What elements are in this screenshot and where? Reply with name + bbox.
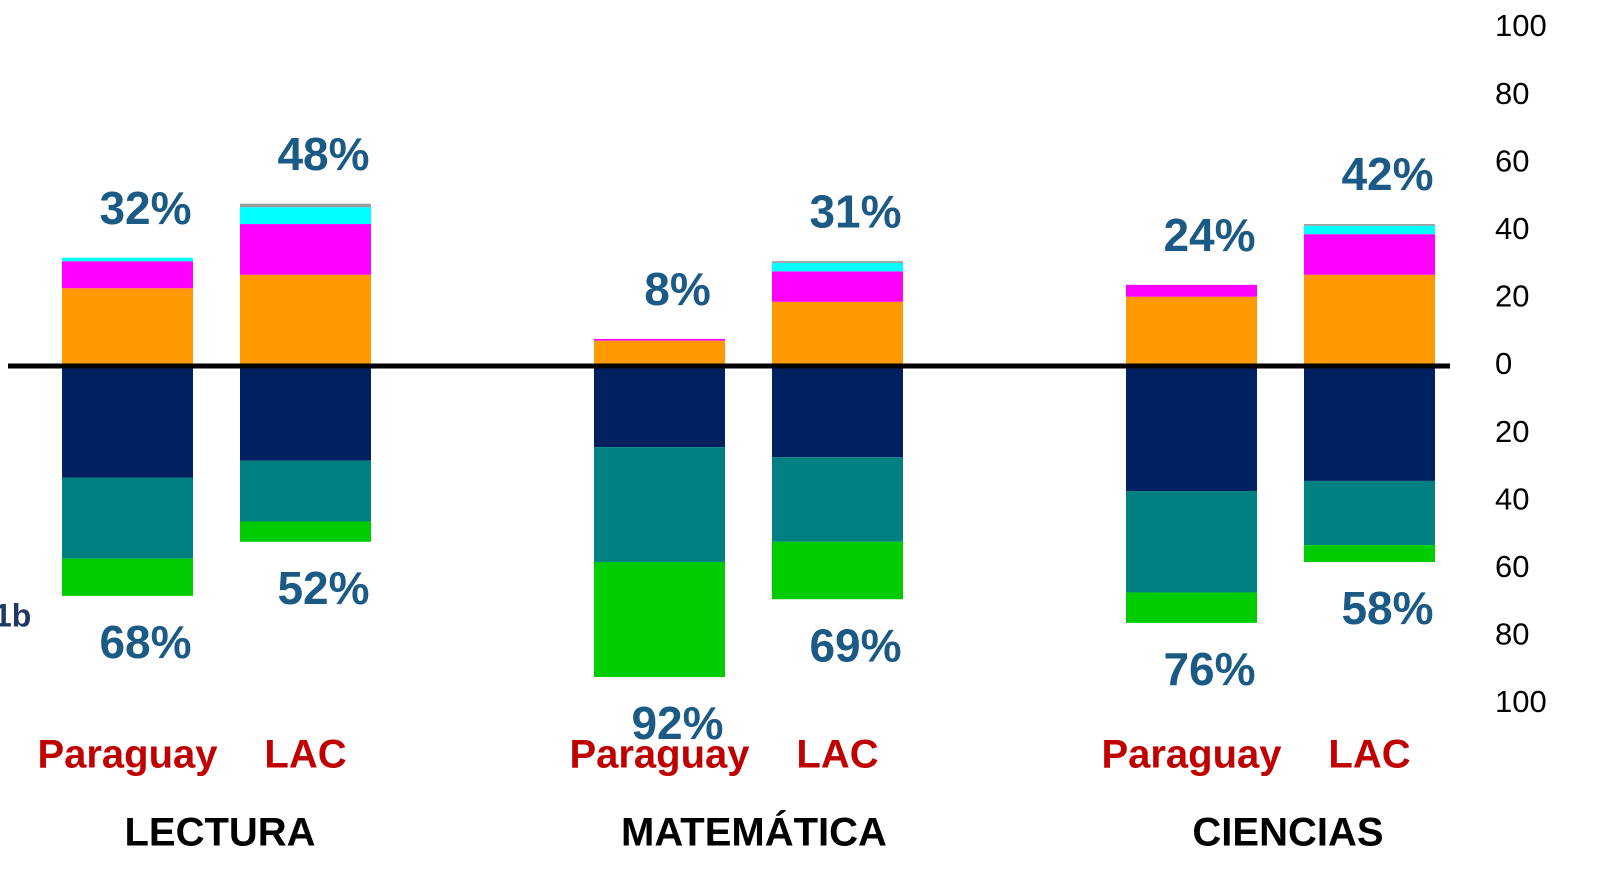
bar-segment: [240, 366, 371, 461]
category-label: LAC: [796, 733, 878, 777]
category-label: LAC: [264, 733, 346, 777]
y-tick-label: 60: [1495, 143, 1529, 178]
bar-segment: [594, 447, 725, 563]
bar-segment: [1304, 480, 1435, 546]
total-label: 8%: [644, 263, 710, 315]
group-label: CIENCIAS: [1192, 811, 1383, 855]
bar-segment: [772, 271, 903, 302]
total-label: 52%: [277, 562, 369, 614]
bar-segment: [240, 274, 371, 366]
bar-segment: [240, 521, 371, 542]
category-label: LAC: [1328, 733, 1410, 777]
bar-segment: [1304, 545, 1435, 563]
bar-segment: [1126, 592, 1257, 623]
bar-segment: [240, 207, 371, 225]
bar-segment: [1304, 225, 1435, 235]
bar-segment: [240, 203, 371, 208]
bar-segment: [772, 457, 903, 542]
y-tick-label: 40: [1495, 481, 1529, 516]
total-label: 24%: [1163, 209, 1255, 261]
annotation: 1b: [0, 597, 31, 633]
bar-segment: [62, 261, 193, 289]
total-label: 42%: [1341, 148, 1433, 200]
bar-segment: [1304, 234, 1435, 275]
bar-segment: [1304, 224, 1435, 226]
bar-segment: [772, 366, 903, 458]
y-tick-label: 100: [1495, 8, 1547, 43]
bar-segment: [1126, 366, 1257, 492]
total-label: 32%: [99, 182, 191, 234]
bar-segment: [62, 558, 193, 596]
bar-segment: [1126, 296, 1257, 366]
y-tick-label: 60: [1495, 549, 1529, 584]
total-label: 31%: [809, 185, 901, 237]
bar-segment: [772, 301, 903, 366]
bar-segment: [62, 366, 193, 478]
bar-segment: [772, 261, 903, 263]
total-label: 58%: [1341, 582, 1433, 634]
total-label: 48%: [277, 128, 369, 180]
total-label: 68%: [99, 616, 191, 668]
y-tick-label: 40: [1495, 211, 1529, 246]
bar-segment: [62, 477, 193, 559]
bar-segment: [240, 224, 371, 275]
category-label: Paraguay: [1101, 733, 1282, 777]
bar-segment: [594, 562, 725, 677]
y-tick-label: 100: [1495, 684, 1547, 719]
category-label: Paraguay: [37, 733, 218, 777]
total-label: 76%: [1163, 643, 1255, 695]
bar-segment: [594, 338, 725, 341]
bar-segment: [1126, 491, 1257, 593]
bar-segment: [772, 541, 903, 600]
bar-segment: [1126, 284, 1257, 297]
bar-segment: [62, 257, 193, 262]
y-tick-label: 0: [1495, 346, 1512, 381]
y-tick-label: 20: [1495, 279, 1529, 314]
category-label: Paraguay: [569, 733, 750, 777]
bar-segment: [594, 340, 725, 366]
bar-segment: [1304, 274, 1435, 366]
bar-segment: [240, 460, 371, 522]
bar-segment: [62, 288, 193, 366]
bar-segment: [1304, 366, 1435, 481]
total-label: 69%: [809, 619, 901, 671]
bar-segment: [594, 366, 725, 448]
group-label: MATEMÁTICA: [621, 810, 887, 855]
bar-segment: [772, 262, 903, 272]
y-tick-label: 80: [1495, 76, 1529, 111]
y-tick-label: 20: [1495, 414, 1529, 449]
y-tick-label: 80: [1495, 617, 1529, 652]
group-label: LECTURA: [124, 811, 315, 855]
total-label: 92%: [631, 697, 723, 749]
